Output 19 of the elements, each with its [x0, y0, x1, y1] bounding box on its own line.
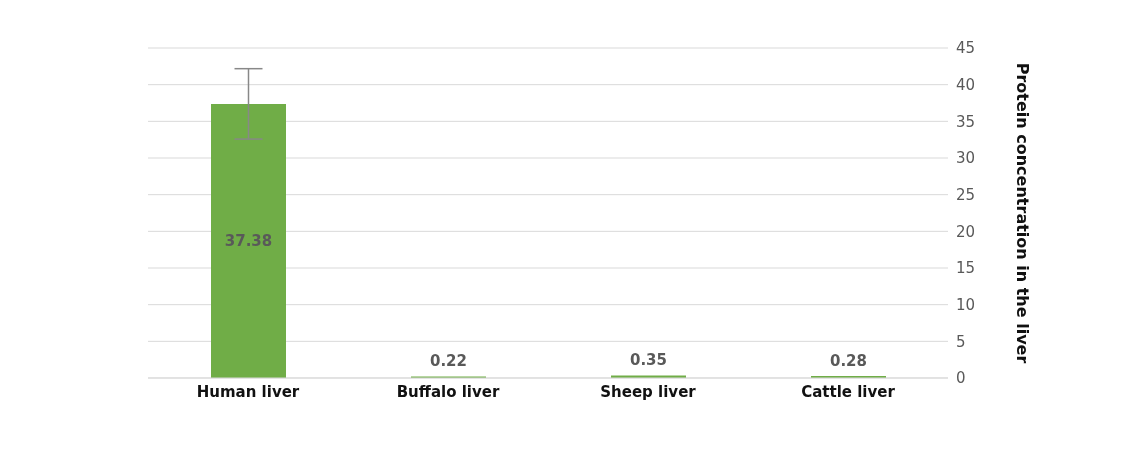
y-tick-label: 0 — [956, 369, 966, 388]
y-tick-label: 30 — [956, 149, 976, 168]
y-tick-label: 35 — [956, 112, 976, 131]
y-axis-title: Protein concentration in the liver — [1013, 62, 1033, 364]
data-label: 0.28 — [829, 351, 868, 370]
x-tick-label: Cattle liver — [801, 382, 896, 401]
y-tick-label: 45 — [956, 39, 976, 58]
x-tick-label: Sheep liver — [600, 382, 697, 401]
y-tick-label: 15 — [956, 259, 976, 278]
data-label: 0.22 — [429, 352, 468, 371]
y-tick-label: 40 — [956, 75, 976, 94]
y-tick-label: 5 — [956, 332, 966, 351]
y-tick-label: 10 — [956, 295, 976, 314]
data-label: 37.38 — [224, 231, 273, 250]
x-tick-label: Buffalo liver — [396, 382, 500, 401]
x-tick-label: Human liver — [196, 382, 300, 401]
data-label: 0.35 — [629, 351, 668, 370]
y-tick-label: 25 — [956, 185, 976, 204]
y-tick-label: 20 — [956, 222, 976, 241]
